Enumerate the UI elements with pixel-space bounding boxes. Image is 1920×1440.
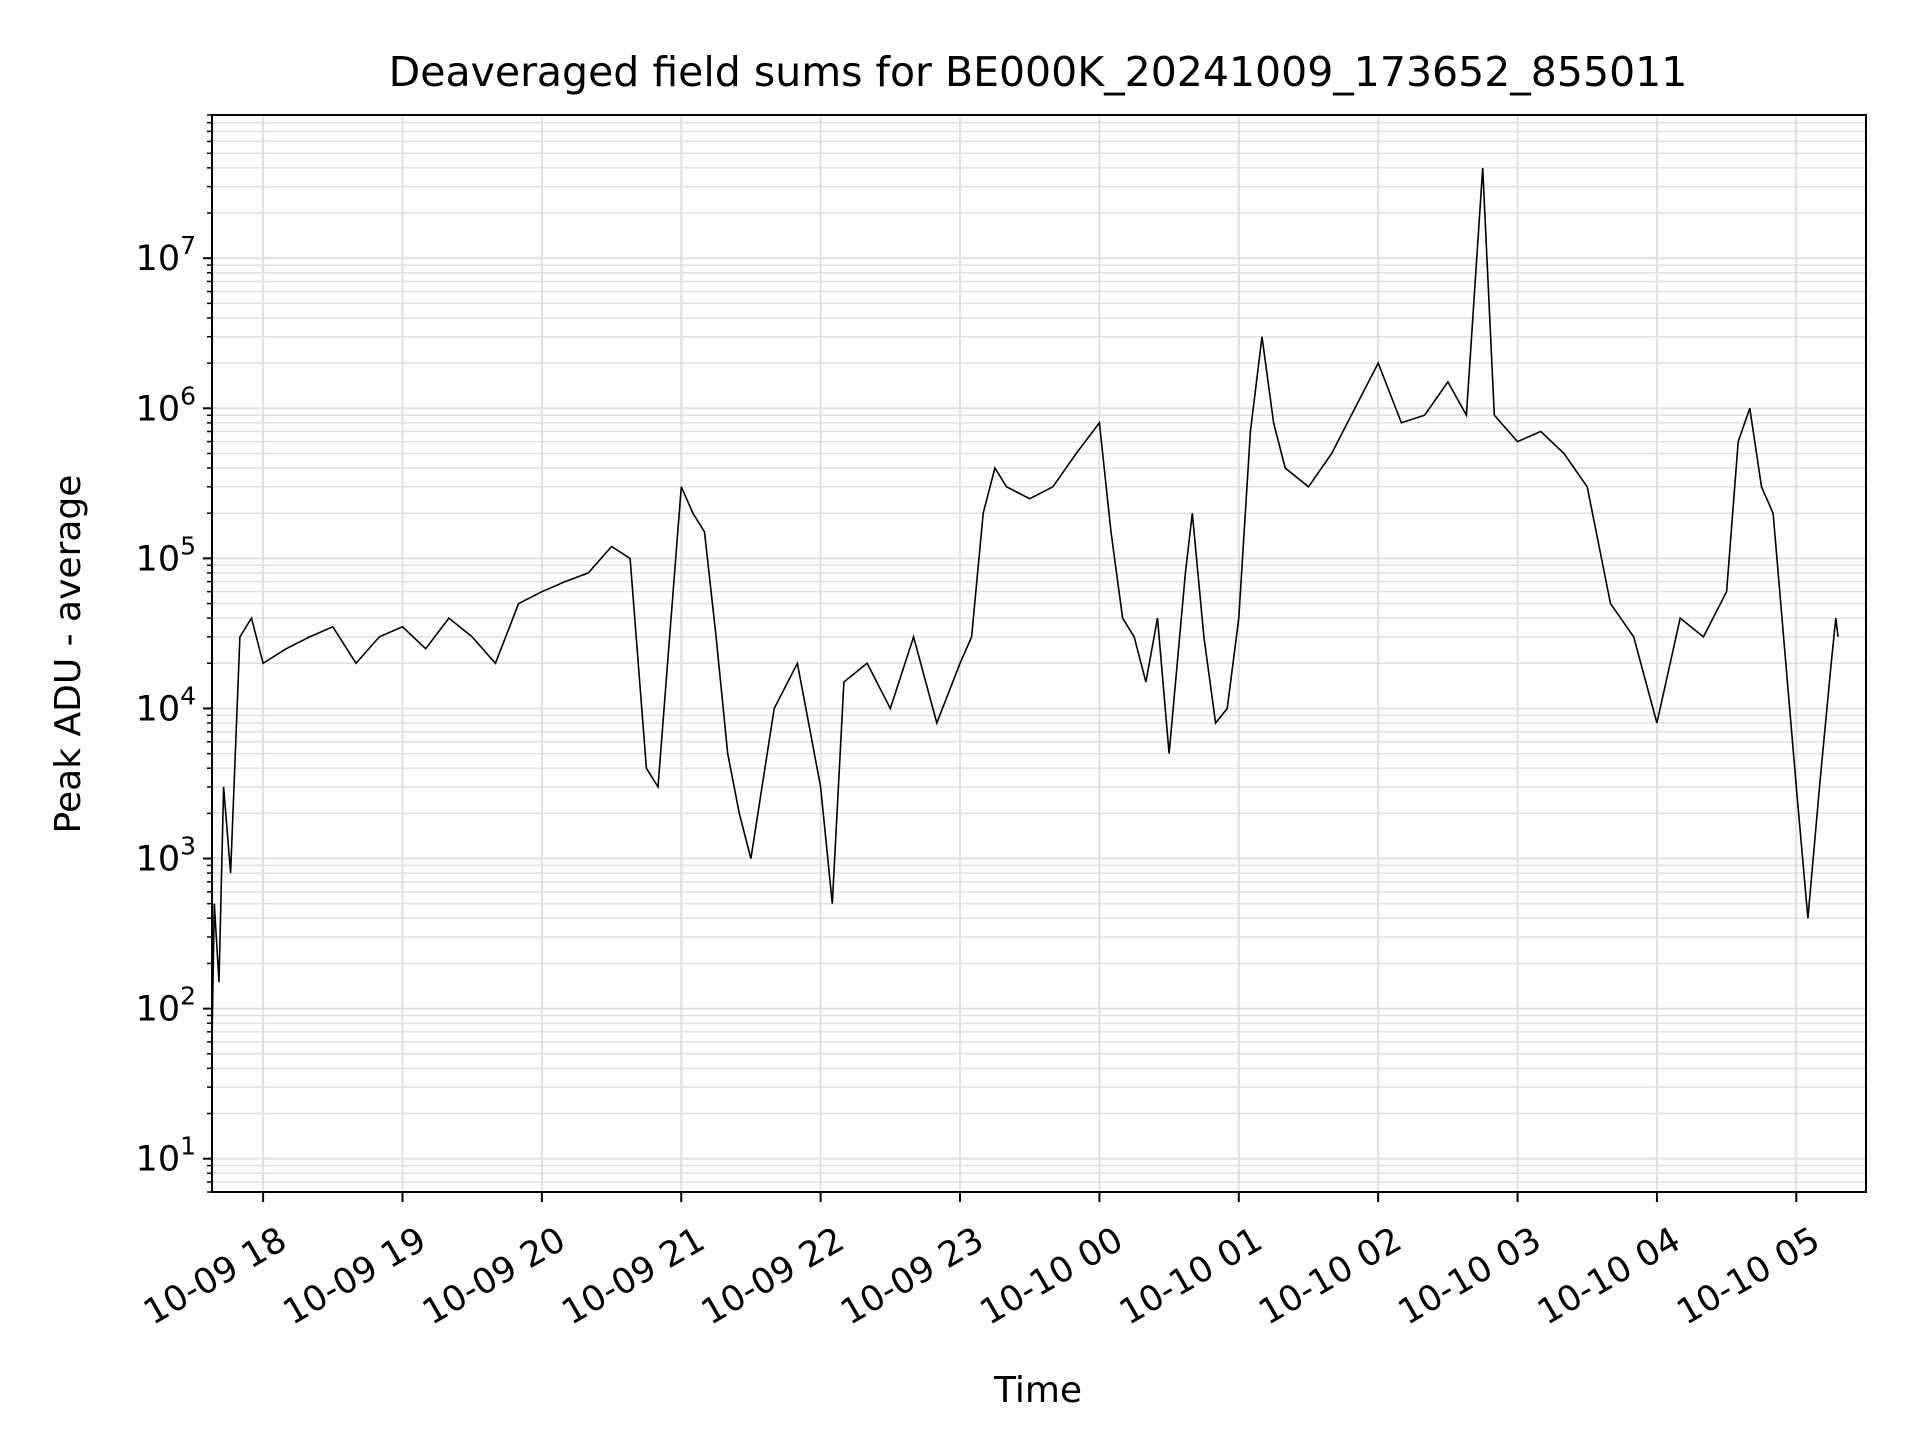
x-tick-label: 10-09 18 (137, 1220, 293, 1333)
y-tick-label: 103 (136, 832, 196, 880)
x-tick-label: 10-10 02 (1252, 1220, 1408, 1333)
y-tick-exponent: 1 (180, 1132, 196, 1161)
x-tick-label: 10-10 00 (974, 1220, 1130, 1333)
x-tick-label: 10-09 20 (416, 1220, 572, 1333)
x-tick-label: 10-09 22 (695, 1220, 851, 1333)
y-tick-exponent: 5 (180, 531, 196, 560)
y-tick-exponent: 4 (180, 681, 196, 710)
y-tick-base: 10 (136, 539, 181, 579)
y-tick-base: 10 (136, 239, 181, 279)
x-tick-label: 10-09 19 (277, 1220, 433, 1333)
x-tick-label: 10-10 01 (1113, 1220, 1269, 1333)
x-tick-label: 10-10 05 (1671, 1220, 1827, 1333)
y-tick-label: 106 (136, 381, 196, 429)
x-tick-label: 10-10 03 (1392, 1220, 1548, 1333)
y-tick-base: 10 (136, 1140, 181, 1180)
y-tick-exponent: 3 (180, 832, 196, 861)
y-tick-label: 101 (136, 1132, 196, 1180)
x-tick-label: 10-10 04 (1531, 1220, 1687, 1333)
y-axis-label: Peak ADU - average (48, 475, 89, 834)
y-tick-base: 10 (136, 840, 181, 880)
plot-frame (211, 114, 1867, 1193)
y-tick-label: 105 (136, 531, 196, 579)
grid (212, 114, 1866, 1193)
y-tick-base: 10 (136, 389, 181, 429)
y-tick-exponent: 2 (180, 982, 196, 1011)
y-tick-label: 104 (136, 681, 196, 729)
y-tick-base: 10 (136, 689, 181, 729)
y-tick-label: 102 (136, 982, 196, 1030)
plot-area (211, 167, 1839, 1042)
y-tick-exponent: 7 (180, 231, 196, 260)
chart-title: Deaveraged field sums for BE000K_2024100… (389, 48, 1688, 96)
series-line (211, 167, 1839, 1042)
x-tick-label: 10-09 21 (555, 1220, 711, 1333)
y-tick-exponent: 6 (180, 381, 196, 410)
y-tick-label: 107 (136, 231, 196, 279)
y-tick-base: 10 (136, 990, 181, 1030)
x-tick-label: 10-09 23 (834, 1220, 990, 1333)
x-axis-label: Time (993, 1370, 1082, 1411)
